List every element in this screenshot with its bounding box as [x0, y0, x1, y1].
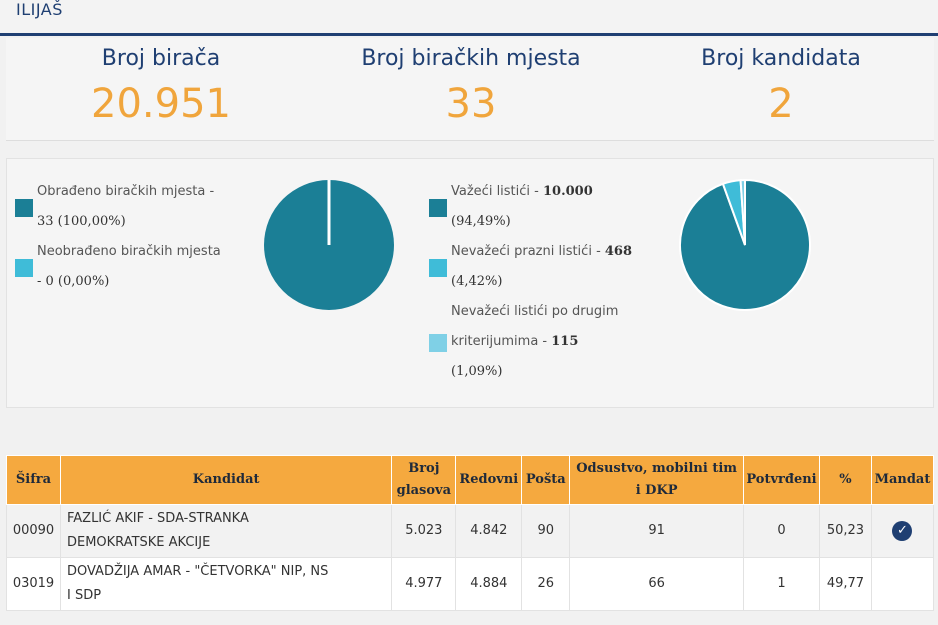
- cell-posta: 26: [521, 557, 571, 611]
- legend-swatch-other-invalid: [429, 334, 447, 352]
- stat-voters: Broj birača 20.951: [11, 46, 311, 127]
- results-table: Šifra Kandidat Broj glasova Redovni Pošta…: [6, 455, 935, 611]
- stat-polling-stations-value: 33: [445, 81, 497, 127]
- legend-other-invalid-label: kriterijumima -: [451, 334, 552, 349]
- legend-unprocessed: Neobrađeno biračkih mjesta - 0 (0,00%): [15, 237, 255, 297]
- legend-valid-line1: Važeći listići - 10.000: [451, 177, 593, 207]
- cell-kandidat: FAZLIĆ AKIF - SDA-STRANKA DEMOKRATSKE AKC…: [59, 504, 393, 558]
- stat-voters-label: Broj birača: [101, 46, 221, 71]
- cell-kandidat-line1: DOVADŽIJA AMAR - "ČETVORKA" NIP, NS: [66, 564, 329, 579]
- cell-mandat: [870, 557, 935, 611]
- pie-chart-ballots: [679, 179, 811, 311]
- cell-redovni: 4.842: [455, 504, 523, 558]
- legend-swatch-valid: [429, 199, 447, 217]
- col-redovni[interactable]: Redovni: [455, 455, 523, 505]
- legend-valid-line2: (94,49%): [451, 214, 511, 229]
- col-broj-line1: Broj: [408, 461, 440, 476]
- stat-candidates: Broj kandidata 2: [631, 46, 931, 127]
- stats-panel: Broj birača 20.951 Broj biračkih mjesta …: [6, 38, 934, 141]
- col-odsustvo-line1: Odsustvo, mobilni tim: [576, 461, 738, 476]
- legend-valid-label: Važeći listići -: [451, 184, 543, 199]
- charts-panel: Obrađeno biračkih mjesta - 33 (100,00%) …: [6, 158, 934, 408]
- cell-kandidat-line2: DEMOKRATSKE AKCIJE: [66, 535, 211, 550]
- table-header-row: Šifra Kandidat Broj glasova Redovni Pošta…: [6, 455, 935, 505]
- cell-posta: 90: [521, 504, 571, 558]
- cell-kandidat-line1: FAZLIĆ AKIF - SDA-STRANKA: [66, 511, 249, 526]
- stat-voters-value: 20.951: [91, 81, 231, 127]
- table-row: 03019 DOVADŽIJA AMAR - "ČETVORKA" NIP, N…: [6, 557, 935, 611]
- col-odsustvo-line2: i DKP: [635, 483, 678, 498]
- legend-blank-line2: (4,42%): [451, 274, 503, 289]
- table-row: 00090 FAZLIĆ AKIF - SDA-STRANKA DEMOKRATS…: [6, 504, 935, 558]
- cell-potvrdeni: 0: [742, 504, 820, 558]
- legend-blank: Nevažeći prazni listići - 468 (4,42%): [429, 237, 659, 297]
- col-mandat[interactable]: Mandat: [870, 455, 935, 505]
- cell-kandidat: DOVADŽIJA AMAR - "ČETVORKA" NIP, NS I SDP: [59, 557, 393, 611]
- cell-odsustvo: 66: [569, 557, 744, 611]
- cell-pct: 50,23: [818, 504, 872, 558]
- cell-odsustvo: 91: [569, 504, 744, 558]
- cell-sifra: 03019: [6, 557, 61, 611]
- cell-mandat: ✓: [870, 504, 935, 558]
- col-pct[interactable]: %: [818, 455, 872, 505]
- legend-valid-count: 10.000: [542, 184, 593, 199]
- legend-processed-line2: 33 (100,00%): [37, 214, 126, 229]
- legend-processed-line1: Obrađeno biračkih mjesta -: [37, 184, 215, 199]
- legend-swatch-unprocessed: [15, 259, 33, 277]
- legend-blank-count: 468: [604, 244, 633, 259]
- col-broj-glasova[interactable]: Broj glasova: [391, 455, 457, 505]
- stat-candidates-value: 2: [768, 81, 794, 127]
- legend-unprocessed-line1: Neobrađeno biračkih mjesta: [37, 244, 221, 259]
- col-broj-line2: glasova: [396, 483, 452, 498]
- municipality-header: ILIJAŠ: [0, 0, 938, 36]
- legend-other-invalid-line1: kriterijumima - 115: [451, 327, 578, 357]
- pie-slice-other-invalid: [739, 179, 746, 246]
- cell-pct: 49,77: [818, 557, 872, 611]
- cell-potvrdeni: 1: [742, 557, 820, 611]
- cell-redovni: 4.884: [455, 557, 523, 611]
- legend-valid: Važeći listići - 10.000 (94,49%): [429, 177, 659, 237]
- legend-blank-label: Nevažeći prazni listići -: [451, 244, 605, 259]
- cell-kandidat-line2: I SDP: [66, 588, 102, 603]
- pie-chart-polling-stations: [264, 180, 394, 310]
- legend-other-invalid-count: 115: [551, 334, 579, 349]
- col-potvrdeni[interactable]: Potvrđeni: [742, 455, 820, 505]
- cell-broj: 5.023: [391, 504, 457, 558]
- stat-polling-stations: Broj biračkih mjesta 33: [321, 46, 621, 127]
- legend-blank-line1: Nevažeći prazni listići - 468: [451, 237, 632, 267]
- col-kandidat[interactable]: Kandidat: [59, 455, 393, 505]
- legend-swatch-processed: [15, 199, 33, 217]
- stat-candidates-label: Broj kandidata: [701, 46, 861, 71]
- col-posta[interactable]: Pošta: [521, 455, 571, 505]
- col-odsustvo[interactable]: Odsustvo, mobilni tim i DKP: [569, 455, 744, 505]
- legend-unprocessed-line2: - 0 (0,00%): [37, 274, 110, 289]
- legend-other-invalid: Nevažeći listići po drugim kriterijumima…: [429, 297, 659, 387]
- legend-other-invalid-line0: Nevažeći listići po drugim: [451, 304, 619, 319]
- check-circle-icon: ✓: [892, 521, 913, 541]
- legend-other-invalid-line2: (1,09%): [451, 364, 503, 379]
- cell-broj: 4.977: [391, 557, 457, 611]
- col-sifra[interactable]: Šifra: [6, 455, 61, 505]
- legend-swatch-blank: [429, 259, 447, 277]
- stat-polling-stations-label: Broj biračkih mjesta: [361, 46, 581, 71]
- municipality-name: ILIJAŠ: [16, 0, 63, 19]
- cell-sifra: 00090: [6, 504, 61, 558]
- legend-processed: Obrađeno biračkih mjesta - 33 (100,00%): [15, 177, 255, 237]
